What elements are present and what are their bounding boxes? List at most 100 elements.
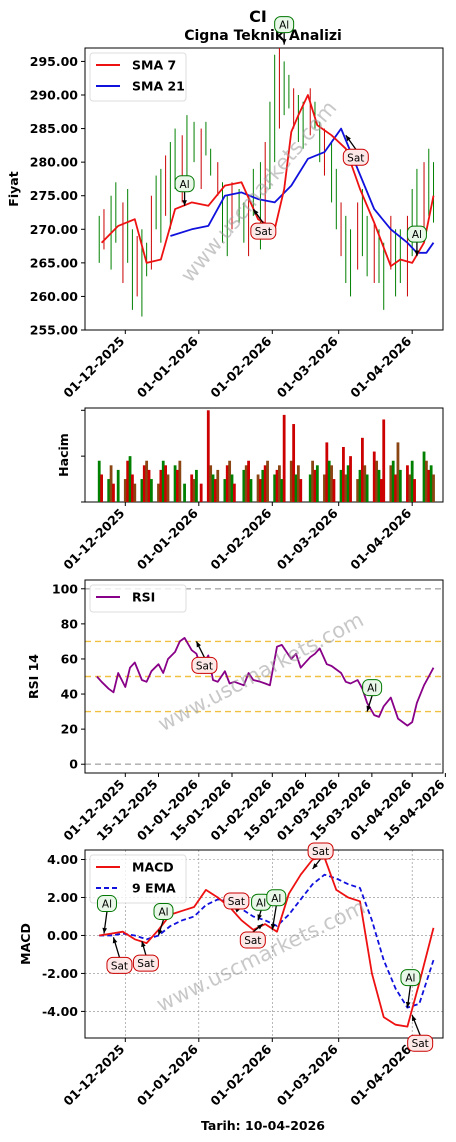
y-tick-label: 80: [61, 616, 79, 631]
annotation-text: Sat: [412, 1038, 429, 1050]
sell-signal-label: [307, 842, 334, 860]
volume-bar: [299, 479, 303, 502]
volume-bar: [140, 479, 144, 502]
volume-bar: [128, 456, 132, 502]
volume-bar: [292, 424, 296, 502]
y-tick-label: 20: [61, 722, 79, 737]
volume-bar: [192, 479, 196, 502]
annotation-arrowhead: [257, 914, 262, 921]
y-tick-label: 295.00: [30, 54, 79, 69]
y-axis-label: MACD: [18, 923, 33, 965]
legend-label: SMA 7: [132, 58, 176, 73]
x-tick-label: 01-02-2026: [207, 333, 274, 400]
volume-bar: [259, 479, 262, 502]
volume-bar: [244, 465, 248, 502]
volume-bar: [396, 442, 400, 502]
annotation-text: Sat: [111, 960, 128, 972]
y-axis-label: RSI 14: [26, 654, 41, 699]
sell-signal-label: [407, 1034, 434, 1052]
x-tick-label: 01-04-2026: [347, 333, 414, 400]
volume-bar: [142, 465, 146, 502]
annotation-arrowhead: [281, 39, 287, 45]
x-tick-label: 01-04-2026: [347, 505, 414, 572]
volume-bar: [375, 460, 379, 502]
annotation-text: Sat: [196, 660, 213, 672]
annotation-text: Sat: [228, 896, 245, 908]
volume-bar: [149, 479, 153, 502]
volume-bar: [131, 474, 134, 502]
buy-signal-label: [362, 679, 383, 697]
volume-bar: [147, 469, 151, 502]
x-tick-label: 01-01-2026: [134, 333, 201, 400]
volume-bar: [346, 465, 350, 502]
volume-bar: [178, 460, 182, 502]
annotation-arrowhead: [157, 929, 163, 936]
price-panel: 01-12-2025 01-01-2026 01-02-2026 01-03-2026…: [6, 16, 444, 401]
volume-bar: [344, 474, 348, 502]
legend-label: 9 EMA: [132, 881, 176, 896]
volume-bar: [410, 460, 414, 502]
x-tick-label: 01-02-2026: [207, 1041, 274, 1108]
volume-bar: [228, 460, 232, 502]
volume-bar: [356, 479, 360, 502]
volume-bar: [109, 465, 113, 502]
annotation-arrowhead: [414, 250, 420, 257]
annotation-text: Al: [158, 906, 168, 918]
annotation-arrowhead: [412, 1015, 417, 1022]
volume-bar: [429, 465, 433, 502]
annotation-arrowhead: [253, 209, 259, 215]
watermark: www.uscmarkets.com: [153, 895, 369, 1017]
volume-bar: [311, 460, 315, 502]
volume-bar: [263, 465, 267, 502]
annotation-arrowhead: [102, 927, 108, 934]
sell-signal-label: [106, 956, 133, 974]
volume-bar: [159, 469, 163, 502]
annotation-text: Al: [412, 229, 422, 241]
volume-bar: [339, 469, 343, 502]
volume-bar: [325, 442, 329, 502]
volume-bar: [157, 483, 160, 502]
volume-bar: [112, 483, 115, 502]
annotation-text: Al: [279, 20, 289, 32]
legend-label: SMA 21: [132, 79, 185, 94]
x-tick-label: 01-01-2026: [134, 1041, 201, 1108]
annotation-text: Al: [271, 893, 281, 905]
y-tick-label: 0: [69, 757, 78, 772]
volume-bar: [223, 479, 227, 502]
volume-bar: [363, 465, 367, 502]
volume-bar: [332, 479, 336, 502]
y-tick-label: 265.00: [30, 255, 79, 270]
x-axis-label: Tarih: 10-04-2026: [201, 1118, 325, 1133]
volume-bar: [225, 465, 229, 502]
x-tick-label: 01-03-2026: [274, 505, 341, 572]
volume-bar: [422, 451, 426, 502]
volume-bar: [427, 469, 431, 502]
watermark: www.uscmarkets.com: [154, 607, 368, 736]
volume-bar: [406, 465, 409, 502]
volume-bar: [278, 465, 281, 502]
annotation-arrowhead: [196, 641, 201, 648]
volume-bar: [216, 469, 220, 502]
buy-signal-label: [406, 225, 427, 243]
volume-bar: [315, 465, 319, 502]
volume-bar: [365, 474, 369, 502]
volume-bar: [249, 479, 253, 502]
y-axis-label: Fiyat: [6, 171, 21, 206]
sell-signal-label: [239, 931, 266, 949]
y-tick-label: 255.00: [30, 323, 79, 338]
x-tick-label: 01-12-2025: [60, 506, 127, 573]
y-tick-label: 60: [61, 651, 79, 666]
buy-signal-label: [274, 16, 295, 34]
volume-bar: [107, 479, 111, 502]
buy-signal-label: [174, 175, 195, 193]
legend-label: MACD: [132, 860, 174, 875]
x-tick-label: 01-12-2025: [60, 334, 127, 401]
volume-bar: [247, 460, 250, 502]
x-tick-label: 01-03-2026: [274, 1041, 341, 1108]
legend-box: [89, 584, 187, 613]
volume-bar: [296, 465, 300, 502]
y-tick-label: -4.00: [42, 1004, 78, 1019]
annotation-arrowhead: [366, 705, 372, 712]
